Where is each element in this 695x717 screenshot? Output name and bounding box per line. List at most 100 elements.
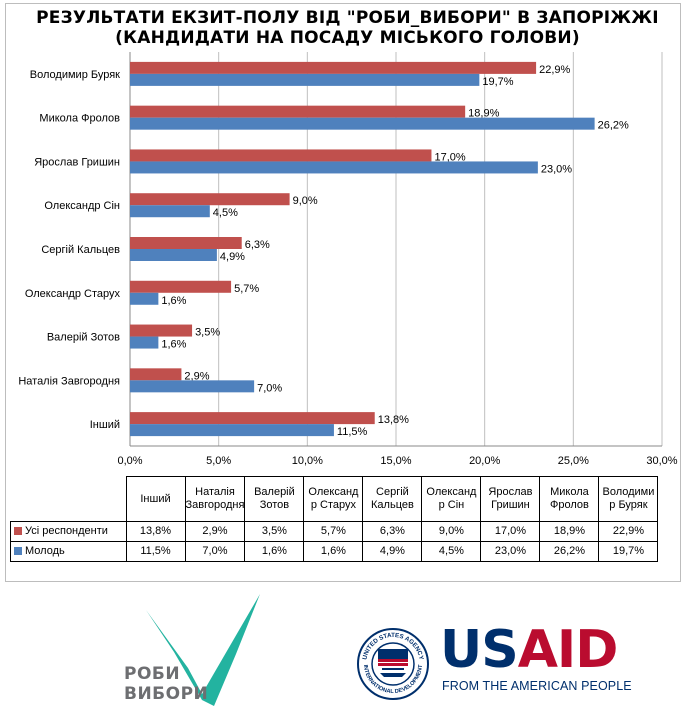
bar-youth — [130, 161, 538, 174]
data-label: 4,5% — [213, 207, 238, 219]
data-label: 13,8% — [378, 414, 409, 426]
bar-youth — [130, 117, 595, 130]
category-label: Наталія Завгородня — [18, 375, 120, 387]
data-label: 3,5% — [195, 327, 220, 339]
data-label: 11,5% — [337, 426, 368, 438]
bar-youth — [130, 292, 159, 305]
data-label: 17,0% — [434, 151, 465, 163]
category-label: Валерій Зотов — [47, 332, 120, 344]
table-cell: 26,2% — [539, 541, 600, 562]
table-cell: 5,7% — [303, 521, 364, 542]
usaid-wordmark: USAID — [440, 620, 619, 680]
robyvybory-checkmark-icon — [146, 594, 260, 706]
table-cell: 9,0% — [421, 521, 482, 542]
series-label-cell: Усі респонденти — [10, 521, 127, 542]
bar-all-respondents — [130, 280, 232, 293]
data-label: 23,0% — [541, 163, 572, 175]
legend-swatch-icon — [14, 527, 22, 536]
bar-all-respondents — [130, 61, 537, 74]
data-label: 4,9% — [220, 251, 245, 263]
category-label: Ярослав Гришин — [34, 156, 120, 168]
series-label: Молодь — [25, 545, 65, 557]
table-corner — [10, 476, 127, 522]
category-label: Сергій Кальцев — [41, 244, 120, 256]
data-label: 19,7% — [482, 76, 513, 88]
table-row: Усі респонденти 13,8% 2,9% 3,5% 5,7% 6,3% 9,0%… — [10, 521, 659, 542]
bar-all-respondents — [130, 324, 193, 337]
usaid-aid: AID — [517, 620, 619, 680]
data-label: 7,0% — [257, 382, 282, 394]
chart-title-line2: (КАНДИДАТИ НА ПОСАДУ МІСЬКОГО ГОЛОВИ) — [115, 28, 580, 48]
table-cell: 4,9% — [362, 541, 423, 562]
table-cell: 23,0% — [480, 541, 541, 562]
category-label: Володимир Буряк — [30, 69, 120, 81]
data-label: 6,3% — [245, 239, 270, 251]
x-tick-label: 0,0% — [117, 455, 142, 467]
category-label: Інший — [90, 419, 120, 431]
data-label: 5,7% — [234, 283, 259, 295]
category-label: Олександр Старух — [25, 288, 121, 300]
x-tick-label: 10,0% — [292, 455, 323, 467]
data-label: 26,2% — [598, 120, 629, 132]
series-label: Усі респонденти — [25, 525, 108, 537]
data-label: 1,6% — [161, 339, 186, 351]
bar-all-respondents — [130, 105, 466, 118]
table-header-cell: Олександ р Старух — [303, 476, 364, 522]
x-tick-label: 15,0% — [380, 455, 411, 467]
table-cell: 7,0% — [184, 541, 246, 562]
table-cell: 1,6% — [303, 541, 364, 562]
x-tick-label: 20,0% — [469, 455, 500, 467]
bar-all-respondents — [130, 412, 375, 425]
bar-all-respondents — [130, 193, 290, 206]
usaid-seal-icon: UNITED STATES AGENCY INTERNATIONAL DEVEL… — [357, 628, 429, 700]
x-tick-label: 30,0% — [646, 455, 677, 467]
bar-youth — [130, 249, 217, 261]
robyvybory-logo-text-line1: РОБИ — [124, 664, 181, 684]
chart-title: РЕЗУЛЬТАТИ ЕКЗИТ-ПОЛУ ВІД "РОБИ_ВИБОРИ" … — [0, 8, 695, 48]
table-header-cell: Володими р Буряк — [598, 476, 659, 522]
legend-swatch-icon — [14, 547, 22, 556]
data-label: 9,0% — [293, 195, 318, 207]
table-header-cell: Сергій Кальцев — [362, 476, 423, 522]
bar-all-respondents — [130, 368, 182, 381]
table-cell: 18,9% — [539, 521, 600, 542]
table-cell: 11,5% — [125, 541, 186, 562]
usaid-us: US — [440, 620, 519, 680]
series-label-cell: Молодь — [10, 541, 127, 562]
table-header-cell: Валерій Зотов — [244, 476, 305, 522]
table-header-cell: Микола Фролов — [539, 476, 600, 522]
table-cell: 1,6% — [244, 541, 305, 562]
table-cell: 3,5% — [244, 521, 305, 542]
data-table: Інший Наталія Завгородня Валерій Зотов Олек… — [10, 476, 659, 562]
bar-youth — [130, 73, 480, 86]
bar-youth — [130, 424, 334, 437]
data-label: 22,9% — [539, 64, 570, 76]
data-label: 18,9% — [468, 108, 499, 120]
table-header-cell: Інший — [125, 476, 186, 522]
table-cell: 17,0% — [480, 521, 541, 542]
chart-title-line1: РЕЗУЛЬТАТИ ЕКЗИТ-ПОЛУ ВІД "РОБИ_ВИБОРИ" … — [36, 8, 659, 28]
data-label: 2,9% — [184, 370, 209, 382]
robyvybory-logo-text-line2: ВИБОРИ — [124, 684, 209, 704]
bar-youth — [130, 380, 255, 393]
table-cell: 6,3% — [362, 521, 423, 542]
table-cell: 4,5% — [421, 541, 482, 562]
table-header-cell: Ярослав Гришин — [480, 476, 541, 522]
table-header-row: Інший Наталія Завгородня Валерій Зотов Олек… — [10, 476, 659, 522]
robyvybory-logo: РОБИ ВИБОРИ — [118, 588, 268, 708]
data-label: 1,6% — [161, 295, 186, 307]
bar-all-respondents — [130, 149, 432, 162]
bar-youth — [130, 336, 159, 349]
bar-all-respondents — [130, 237, 242, 249]
table-header-cell: Наталія Завгородня — [184, 476, 246, 522]
usaid-tagline: FROM THE AMERICAN PEOPLE — [442, 679, 632, 693]
table-cell: 13,8% — [125, 521, 186, 542]
bar-youth — [130, 205, 210, 218]
table-row: Молодь 11,5% 7,0% 1,6% 1,6% 4,9% 4,5% 23,0% 26,2… — [10, 541, 659, 562]
table-cell: 2,9% — [184, 521, 246, 542]
x-tick-label: 25,0% — [558, 455, 589, 467]
category-label: Микола Фролов — [39, 113, 120, 125]
table-cell: 22,9% — [598, 521, 659, 542]
table-body: Усі респонденти 13,8% 2,9% 3,5% 5,7% 6,3% 9,0%… — [10, 521, 659, 562]
x-tick-label: 5,0% — [206, 455, 231, 467]
